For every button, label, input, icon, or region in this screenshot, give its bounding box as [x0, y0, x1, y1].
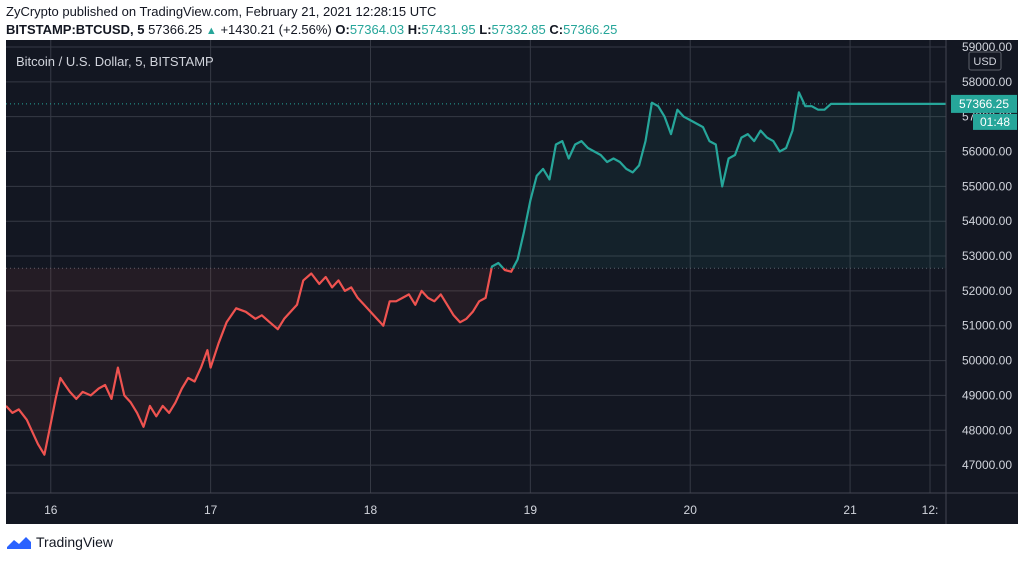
y-tick-label: 55000.00	[962, 179, 1012, 193]
price-change: +1430.21 (+2.56%)	[220, 22, 332, 37]
y-tick-label: 48000.00	[962, 423, 1012, 437]
footer-brand[interactable]: TradingView	[6, 534, 113, 550]
tradingview-logo-icon	[7, 537, 31, 549]
footer-brand-label: TradingView	[36, 534, 114, 550]
open-value: 57364.03	[349, 22, 405, 37]
y-tick-label: 51000.00	[962, 319, 1012, 333]
y-tick-label: 50000.00	[962, 354, 1012, 368]
open-label: O:	[335, 22, 350, 37]
y-tick-label: 58000.00	[962, 75, 1012, 89]
price-line-up	[512, 91, 946, 269]
x-tick-label: 19	[524, 503, 538, 517]
chart-title: Bitcoin / U.S. Dollar, 5, BITSTAMP	[16, 54, 214, 69]
y-tick-label: 56000.00	[962, 145, 1012, 159]
y-tick-label: 49000.00	[962, 388, 1012, 402]
up-arrow-icon: ▲	[205, 25, 217, 37]
series-lines	[6, 91, 946, 456]
chart-background	[6, 40, 1018, 524]
currency-label: USD	[973, 56, 996, 68]
grid	[6, 40, 946, 493]
countdown-timer: 01:48	[980, 115, 1010, 129]
x-tick-label: 17	[204, 503, 218, 517]
y-tick-label: 47000.00	[962, 458, 1012, 472]
x-axis[interactable]: 16 17 18 19 20 21 12:	[44, 503, 938, 517]
price-line-down	[502, 267, 514, 273]
area-fill-down	[6, 268, 492, 455]
close-label: C:	[549, 22, 564, 37]
area-fill-up	[491, 263, 504, 269]
last-price-tag: 57366.25 01:48	[951, 94, 1017, 130]
high-label: H:	[407, 22, 422, 37]
x-tick-label: 21	[843, 503, 857, 517]
close-value: 57366.25	[563, 22, 618, 37]
price-line-down	[6, 267, 493, 456]
low-value: 57332.85	[491, 22, 546, 37]
price-chart[interactable]: 47000.00 48000.00 49000.00 50000.00 51000.00…	[6, 40, 1018, 524]
high-value: 57431.95	[421, 22, 476, 37]
y-tick-label: 52000.00	[962, 284, 1012, 298]
y-tick-label: 54000.00	[962, 214, 1012, 228]
y-tick-label: 53000.00	[962, 249, 1012, 263]
y-tick-label: 59000.00	[962, 40, 1012, 54]
ohlc-legend: BITSTAMP:BTCUSD, 5 57366.25 ▲ +1430.21 (…	[6, 22, 617, 37]
currency-badge[interactable]: USD	[968, 51, 1002, 71]
low-label: L:	[479, 22, 492, 37]
price-line-up	[490, 261, 505, 269]
x-tick-label: 20	[684, 503, 698, 517]
x-tick-label: 16	[44, 503, 58, 517]
area-fill-up	[513, 92, 946, 269]
x-tick-label: 18	[364, 503, 378, 517]
last-price-tag-value: 57366.25	[959, 97, 1009, 111]
x-tick-label: 12:	[922, 503, 939, 517]
last-price: 57366.25	[148, 22, 203, 37]
publish-info: ZyCrypto published on TradingView.com, F…	[6, 4, 437, 19]
symbol-label[interactable]: BITSTAMP:BTCUSD, 5	[6, 22, 145, 37]
